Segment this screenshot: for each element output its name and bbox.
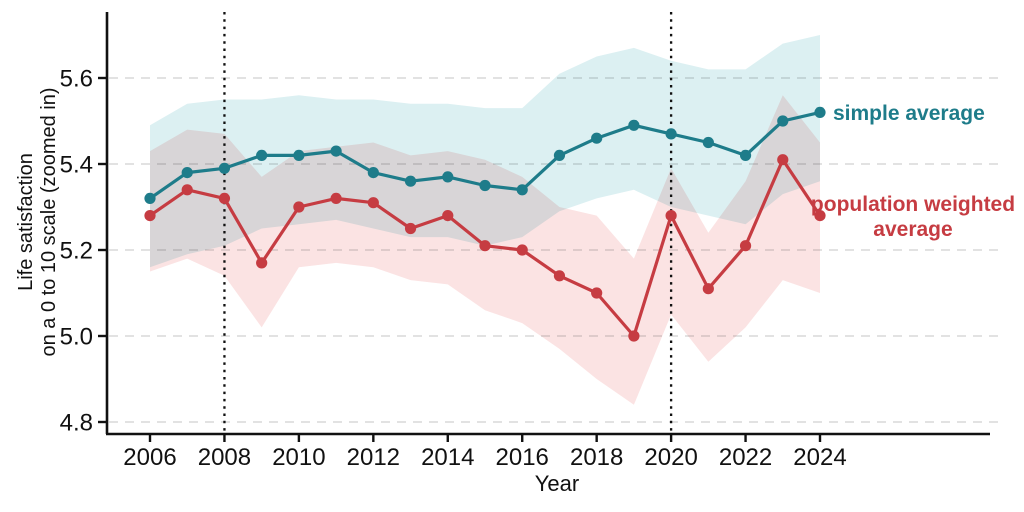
data-point-simple-average-2019 bbox=[628, 119, 640, 131]
data-point-population-weighted-average-2008 bbox=[218, 192, 231, 204]
x-axis-title: Year bbox=[535, 471, 579, 496]
y-tick-label-5.6: 5.6 bbox=[60, 66, 93, 93]
y-tick-label-4.8: 4.8 bbox=[60, 410, 93, 437]
data-point-simple-average-2006 bbox=[144, 192, 156, 204]
x-tick-label-2014: 2014 bbox=[421, 444, 474, 471]
data-point-simple-average-2015 bbox=[479, 179, 491, 192]
data-point-population-weighted-average-2017 bbox=[553, 270, 566, 282]
data-point-population-weighted-average-2013 bbox=[404, 222, 417, 235]
data-point-population-weighted-average-2024 bbox=[814, 210, 826, 222]
data-point-simple-average-2021 bbox=[702, 136, 714, 149]
data-point-simple-average-2012 bbox=[367, 167, 379, 179]
data-point-population-weighted-average-2009 bbox=[256, 257, 268, 269]
data-point-population-weighted-average-2014 bbox=[442, 210, 454, 222]
data-point-population-weighted-average-2018 bbox=[591, 287, 603, 299]
x-tick-label-2020: 2020 bbox=[644, 444, 697, 471]
legend-population-weighted-line-1: population weighted bbox=[811, 193, 1015, 216]
data-point-population-weighted-average-2020 bbox=[665, 210, 677, 222]
y-tick-label-5.4: 5.4 bbox=[60, 152, 93, 179]
data-point-simple-average-2023 bbox=[777, 115, 789, 127]
legend-simple-average: simple average bbox=[833, 102, 985, 125]
y-axis-title-line-1: Life satisfaction bbox=[15, 153, 37, 291]
x-tick-label-2010: 2010 bbox=[272, 444, 325, 471]
x-tick-label-2012: 2012 bbox=[347, 444, 400, 471]
data-point-simple-average-2008 bbox=[218, 162, 231, 174]
data-point-population-weighted-average-2021 bbox=[702, 283, 714, 295]
data-point-population-weighted-average-2007 bbox=[181, 184, 193, 196]
data-point-simple-average-2013 bbox=[404, 175, 417, 187]
x-tick-label-2018: 2018 bbox=[570, 444, 623, 471]
data-point-simple-average-2018 bbox=[591, 132, 603, 144]
x-tick-label-2016: 2016 bbox=[496, 444, 549, 471]
y-axis-title-line-2: on a 0 to 10 scale (zoomed in) bbox=[38, 87, 60, 356]
data-point-population-weighted-average-2015 bbox=[479, 240, 491, 252]
legend-population-weighted-line-2: average bbox=[873, 218, 952, 241]
data-point-population-weighted-average-2023 bbox=[777, 154, 789, 166]
data-point-simple-average-2010 bbox=[293, 149, 305, 161]
data-point-population-weighted-average-2019 bbox=[628, 330, 640, 342]
data-point-simple-average-2017 bbox=[553, 149, 566, 161]
data-point-simple-average-2007 bbox=[181, 167, 193, 179]
x-tick-label-2006: 2006 bbox=[123, 444, 176, 471]
data-point-population-weighted-average-2016 bbox=[516, 244, 528, 256]
data-point-simple-average-2011 bbox=[330, 145, 342, 157]
data-point-population-weighted-average-2006 bbox=[144, 210, 156, 222]
data-point-population-weighted-average-2010 bbox=[293, 201, 305, 213]
data-point-simple-average-2020 bbox=[665, 128, 677, 140]
data-point-population-weighted-average-2012 bbox=[367, 197, 379, 209]
x-tick-label-2024: 2024 bbox=[793, 444, 846, 471]
data-point-population-weighted-average-2022 bbox=[739, 240, 752, 252]
y-tick-label-5.0: 5.0 bbox=[60, 324, 93, 351]
data-point-simple-average-2016 bbox=[516, 184, 528, 196]
y-tick-label-5.2: 5.2 bbox=[60, 238, 93, 265]
data-point-population-weighted-average-2011 bbox=[330, 192, 342, 204]
data-point-simple-average-2024 bbox=[814, 106, 826, 118]
x-tick-label-2008: 2008 bbox=[198, 444, 251, 471]
x-tick-label-2022: 2022 bbox=[719, 444, 772, 471]
data-point-simple-average-2009 bbox=[256, 149, 268, 161]
data-point-simple-average-2014 bbox=[442, 171, 454, 183]
data-point-simple-average-2022 bbox=[739, 149, 752, 161]
